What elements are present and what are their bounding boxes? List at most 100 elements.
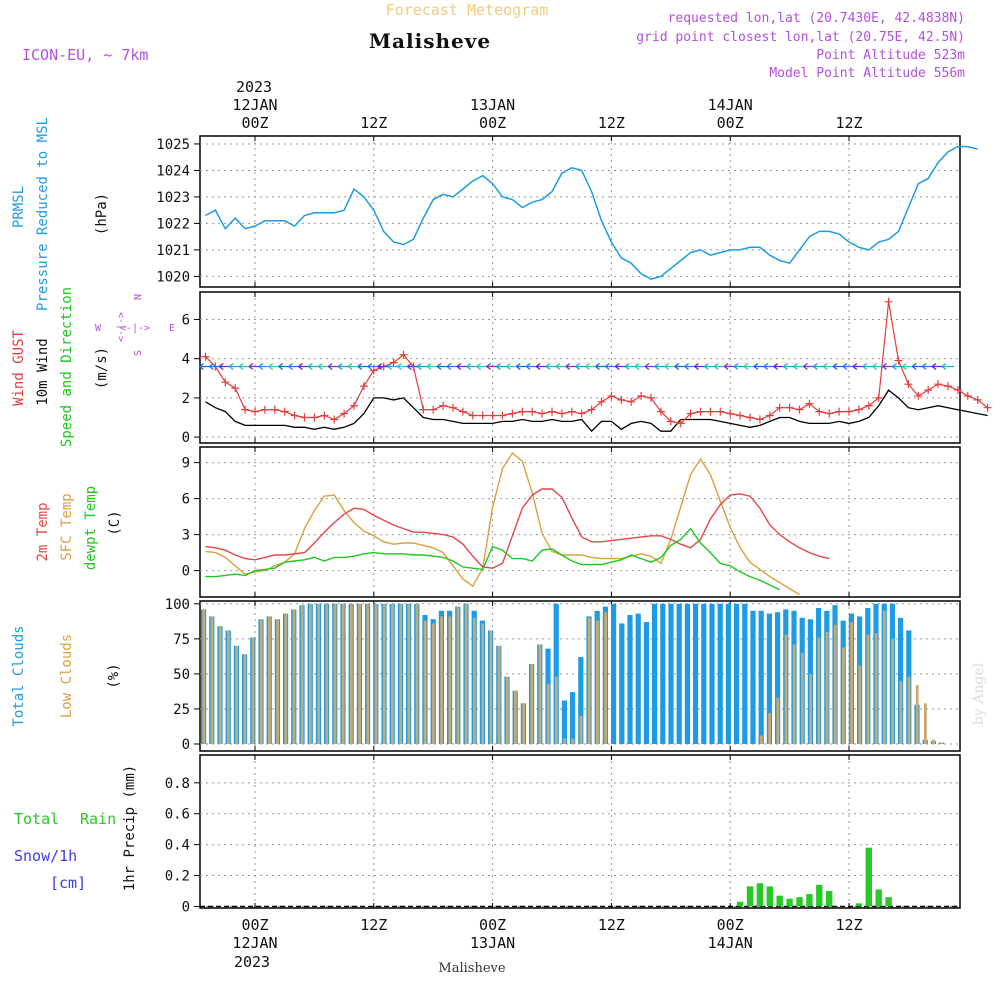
low-cloud-bar [833,624,837,744]
y-tick-label: 0.4 [165,838,190,854]
low-cloud-bar [481,623,484,744]
gust-marker [528,407,537,416]
y-tick-label: 6 [182,492,190,508]
low-cloud-bar [268,616,271,744]
sfc-temp-line [205,451,800,596]
gust-marker [904,380,913,389]
low-cloud-bar [473,617,476,744]
wind-direction-label: Speed and Direction [59,287,75,447]
t2m-label: 2m Temp [35,502,51,561]
low-cloud-bar [382,603,386,744]
low-cloud-bar [792,644,796,744]
top-time-label: 00Z [241,114,268,132]
gust-marker [755,415,764,424]
y-tick-label: 75 [173,632,190,648]
gust-marker [221,378,230,387]
model-altitude: Model Point Altitude 556m [769,66,965,81]
gust-marker [488,411,497,420]
gust-marker [627,397,636,406]
gust-marker [607,391,616,400]
rain-bar [816,884,823,907]
y-tick-label: 0 [182,899,190,915]
rain-bar [865,847,872,907]
bottom-time-label: 12Z [598,916,625,934]
top-time-label: 12Z [360,114,387,132]
prmsl-sub-label: Pressure Reduced to MSL [35,117,51,311]
gust-marker [676,419,685,428]
dewpt-label: dewpt Temp [83,486,99,570]
low-cloud-bar [546,683,550,744]
low-cloud-bar [915,685,919,744]
gust-marker [914,391,923,400]
wind-speed-line [205,389,988,433]
precip-unit: 1hr Precip (mm) [122,765,138,891]
gust-marker [518,407,527,416]
top-time-label: 12Z [598,114,625,132]
credit-watermark: by Angel [971,662,987,725]
total-cloud-bar [643,622,649,744]
y-tick-label: 2 [182,391,190,407]
gust-marker [260,405,269,414]
gust-marker [548,407,556,416]
bottom-time-label: 00Z [479,916,506,934]
low-cloud-bar [932,739,935,744]
rain-bar [806,894,813,907]
sfc-temp-label: SFC Temp [59,493,75,560]
low-cloud-bar [300,605,304,744]
rain-bar [826,891,833,907]
low-cloud-bar [325,603,329,744]
low-cloud-bar [227,630,230,744]
y-tick-label: 0.6 [165,807,190,823]
total-cloud-bar [750,610,756,744]
y-tick-label: 0.8 [165,776,190,792]
rain-bar [756,883,764,907]
low-cloud-bar [448,616,452,744]
total-cloud-bar [611,603,617,744]
point-altitude: Point Altitude 523m [816,48,965,63]
top-time-label: 00Z [479,114,506,132]
snow-unit: [cm] [50,874,86,892]
gust-marker [647,393,655,402]
snow-label: Snow/1h [14,847,77,865]
total-cloud-bar [717,603,723,744]
y-tick-label: 6 [182,312,190,328]
total-cloud-bar [553,603,559,744]
gridpoint-coords: grid point closest lon,lat (20.75E, 42.5… [636,30,965,45]
gust-marker [785,403,794,412]
total-cloud-bar [701,603,707,744]
low-cloud-bar [768,713,771,744]
y-tick-label: 0.2 [165,869,190,885]
gust-marker [419,405,428,414]
total-cloud-bar [734,603,740,744]
y-tick-label: 0 [182,430,190,446]
gust-marker [399,350,408,359]
low-cloud-bar [235,645,238,744]
gust-marker [201,352,210,361]
low-cloud-bar [276,619,279,744]
low-cloud-bar [317,603,320,744]
low-cloud-bar [924,703,927,744]
low-cloud-bar [309,603,312,744]
rain-bar [885,897,892,907]
low-cloud-bar [825,631,829,744]
gust-marker [746,413,754,422]
low-cloud-bar [801,652,804,744]
gust-marker [231,384,240,393]
gust-marker [934,380,943,389]
compass-s: S [133,350,144,356]
low-cloud-bar [456,606,460,744]
y-tick-label: 100 [165,597,190,613]
gust-marker [686,409,695,418]
bottom-date-label: 13JAN [470,934,515,952]
rain-bar [766,886,773,907]
gust-marker [805,399,814,408]
low-cloud-bar [760,735,763,744]
supertitle: Forecast Meteogram [386,1,549,19]
gust-marker [854,405,863,414]
low-cloud-bar [522,703,525,744]
gust-marker [666,417,675,426]
low-cloud-bar [563,738,566,744]
temperature-panel: 0 3 6 9 [182,446,961,598]
gust-marker [924,386,933,395]
low-cloud-bar [202,609,206,744]
